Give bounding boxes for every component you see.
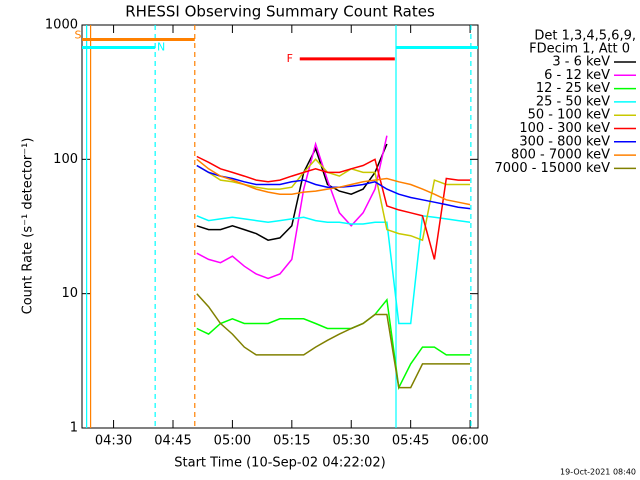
- series-line: [196, 158, 471, 206]
- legend-label: 7000 - 15000 keV: [495, 161, 611, 176]
- interval-label: S: [75, 28, 82, 41]
- legend-label: 25 - 50 keV: [536, 94, 610, 109]
- interval-label: F: [287, 52, 293, 65]
- y-tick-label: 1: [70, 421, 78, 436]
- x-axis-label: Start Time (10-Sep-02 04:22:02): [174, 456, 385, 471]
- legend-label: 100 - 300 keV: [519, 121, 610, 136]
- legend-label: 12 - 25 keV: [536, 81, 610, 96]
- legend-header: FDecim 1, Att 0: [529, 42, 630, 57]
- x-tick-label: 04:30: [95, 434, 132, 449]
- series-line: [196, 297, 471, 391]
- series-line: [196, 135, 388, 280]
- series-line: [196, 155, 471, 260]
- x-tick-label: 04:45: [154, 434, 191, 449]
- y-tick-label: 10: [61, 286, 78, 301]
- x-tick-label: 06:00: [451, 434, 488, 449]
- x-tick-label: 05:30: [333, 434, 370, 449]
- legend-label: 300 - 800 keV: [519, 134, 610, 149]
- legend-label: 3 - 6 keV: [552, 55, 610, 70]
- y-tick-label: 1000: [45, 18, 78, 33]
- x-tick-label: 05:00: [214, 434, 251, 449]
- legend-label: 800 - 7000 keV: [511, 148, 610, 163]
- interval-label: N: [157, 40, 165, 53]
- series-line: [196, 214, 471, 325]
- series-line: [196, 293, 471, 389]
- series-line: [196, 164, 471, 210]
- chart-title: RHESSI Observing Summary Count Rates: [125, 3, 435, 21]
- y-tick-label: 100: [53, 152, 78, 167]
- legend-header: Det 1,3,4,5,6,9,: [534, 29, 636, 44]
- plot-frame: [81, 24, 479, 429]
- timestamp: 19-Oct-2021 08:40: [560, 468, 636, 477]
- x-tick-label: 05:15: [273, 434, 310, 449]
- legend-label: 6 - 12 keV: [544, 68, 610, 83]
- legend-label: 50 - 100 keV: [528, 108, 611, 123]
- y-axis-label: Count Rate (s⁻¹ detector⁻¹): [21, 138, 36, 315]
- series-line: [196, 143, 388, 241]
- x-tick-label: 05:45: [392, 434, 429, 449]
